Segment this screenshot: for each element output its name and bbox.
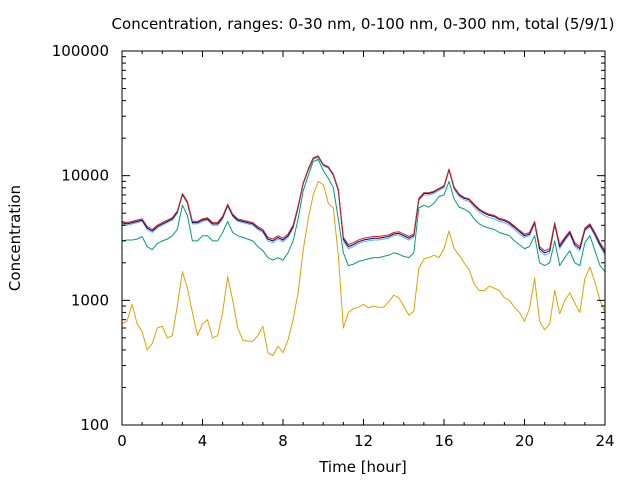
x-tick-label: 8 — [278, 432, 288, 450]
series-line-2 — [121, 158, 606, 272]
series-line-1 — [121, 180, 606, 357]
x-tick-label: 20 — [515, 432, 534, 450]
axis-layer: 0 4 8 12 16 20 24 100 1000 10000 100000 — [52, 42, 615, 450]
series-line-4 — [121, 155, 606, 254]
series-line-5 — [121, 155, 606, 252]
x-tick-label: 12 — [354, 432, 373, 450]
x-tick-label: 0 — [117, 432, 127, 450]
y-tick-label: 100000 — [52, 42, 109, 60]
y-axis-label: Concentration — [6, 185, 24, 291]
chart-title: Concentration, ranges: 0-30 nm, 0-100 nm… — [112, 15, 615, 33]
y-tick-label: 1000 — [71, 291, 109, 309]
x-tick-label: 16 — [434, 432, 453, 450]
y-tick-label: 10000 — [61, 167, 109, 185]
series-line-3 — [121, 156, 606, 256]
x-axis-label: Time [hour] — [318, 458, 407, 476]
series-layer — [121, 155, 606, 357]
x-tick-label: 24 — [595, 432, 614, 450]
x-tick-label: 4 — [198, 432, 208, 450]
plot-frame — [121, 50, 606, 426]
y-tick-label: 100 — [80, 416, 109, 434]
